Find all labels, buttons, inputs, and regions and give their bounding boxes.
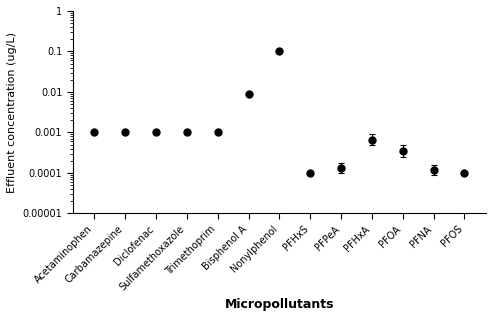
X-axis label: Micropollutants: Micropollutants	[225, 298, 334, 311]
Y-axis label: Effluent concentration (ug/L): Effluent concentration (ug/L)	[7, 32, 17, 193]
